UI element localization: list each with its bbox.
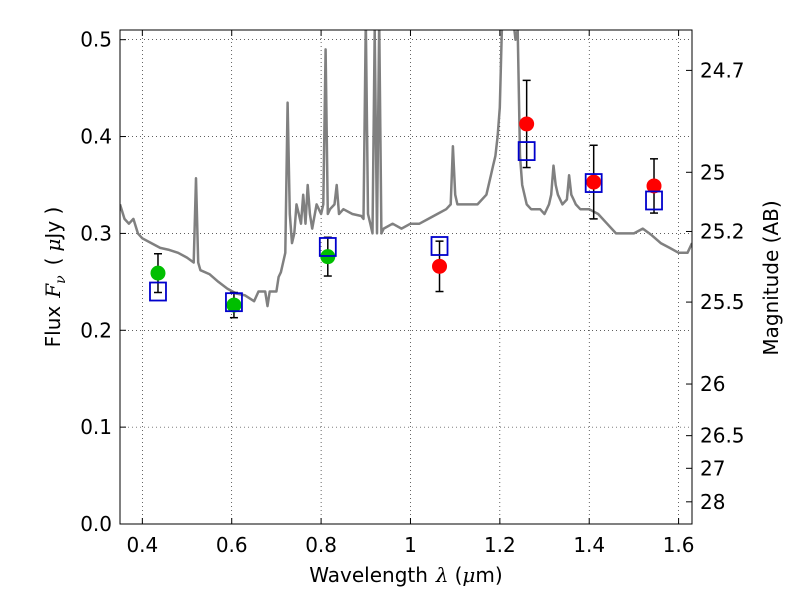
y-tick-label: 0.1: [80, 415, 112, 439]
model-spectrum: [120, 30, 692, 308]
data-point-circle: [150, 265, 166, 281]
x-axis-label-unit-mu: μ: [462, 563, 475, 587]
grid-lines: [120, 30, 692, 525]
y-axis-label-symbol: F: [41, 283, 65, 299]
data-point-square: [584, 173, 603, 193]
y2-tick-label: 24.7: [700, 58, 745, 82]
y-tick-label: 0.5: [80, 28, 112, 52]
x-axis-label-unit-rest: m): [475, 563, 502, 587]
data-point-circle: [586, 174, 602, 190]
x-axis-label-unit-open: (: [455, 563, 463, 587]
y2-tick-label: 25: [700, 160, 725, 184]
x-tick-label: 1: [404, 533, 417, 557]
y-tick-label: 0.0: [80, 512, 112, 536]
y-axis-label-subscript: ν: [53, 275, 69, 284]
axis-ticks: 0.4 0.6 0.8 1 1.2 1.4 1.6 0.0 0.1 0.2 0.3 0.4 0.5 24.…: [80, 28, 744, 557]
y2-tick-label: 28: [700, 490, 725, 514]
plot-frame: [119, 29, 693, 525]
x-tick-label: 1.2: [484, 533, 516, 557]
y-axis-label-text: Flux: [41, 306, 65, 348]
data-point-square: [645, 190, 663, 211]
data-point-circle: [519, 116, 535, 132]
y2-tick-label: 25.2: [700, 219, 745, 243]
y-axis-label: Flux Fν ( μJy ): [41, 207, 69, 348]
x-tick-label: 1.6: [663, 533, 695, 557]
y-axis-label-unit-rest: Jy ): [41, 207, 65, 241]
x-axis-label: Wavelength λ (μm): [309, 563, 502, 587]
data-markers: [149, 116, 663, 313]
data-point-square: [430, 236, 449, 256]
error-bars: [153, 79, 659, 319]
y2-tick-label: 25.5: [700, 290, 745, 314]
data-point-square: [225, 292, 243, 313]
x-tick-label: 0.4: [126, 533, 158, 557]
y-tick-label: 0.4: [80, 125, 112, 149]
y2-axis-label: Magnitude (AB): [759, 200, 783, 355]
data-point-square: [149, 281, 167, 302]
y-axis-label-unit-open: (: [41, 258, 65, 266]
data-point-square: [318, 237, 337, 257]
data-point-circle: [226, 297, 242, 313]
data-point-square: [517, 141, 536, 161]
data-point-circle: [646, 178, 662, 194]
x-axis-label-text: Wavelength: [309, 563, 428, 587]
spectrum-line: [120, 30, 692, 308]
y-tick-label: 0.3: [80, 221, 112, 245]
y2-tick-label: 26: [700, 372, 725, 396]
y-axis-label-unit-mu: μ: [41, 239, 65, 252]
x-axis-label-symbol: λ: [435, 563, 449, 587]
y2-tick-label: 26.5: [700, 424, 745, 448]
y-tick-label: 0.2: [80, 318, 112, 342]
x-tick-label: 0.8: [305, 533, 337, 557]
y2-tick-label: 27: [700, 456, 725, 480]
data-point-circle: [432, 258, 448, 274]
x-tick-label: 1.4: [573, 533, 605, 557]
x-tick-label: 0.6: [216, 533, 248, 557]
